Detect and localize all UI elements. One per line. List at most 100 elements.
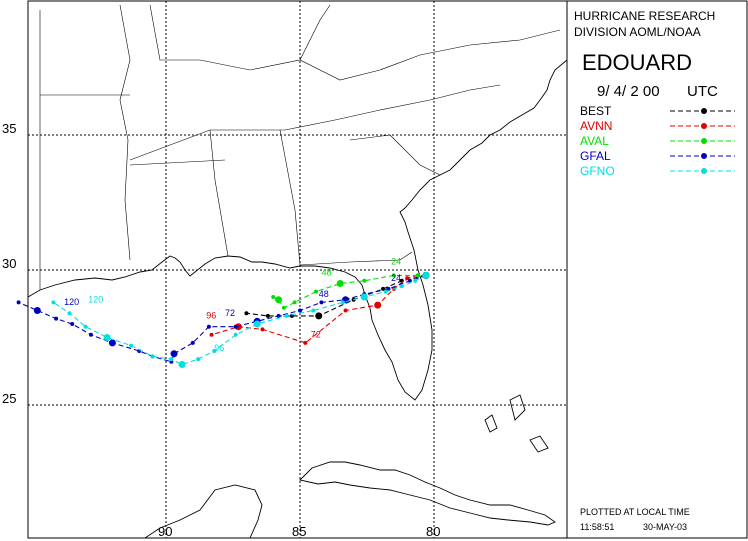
latitude-label: 35 bbox=[2, 121, 16, 136]
forecast-hour-label: 72 bbox=[225, 308, 235, 318]
track-point bbox=[209, 332, 214, 337]
track-point bbox=[319, 300, 324, 305]
track-point bbox=[233, 332, 238, 337]
track-point bbox=[54, 316, 59, 321]
track-point bbox=[51, 300, 56, 305]
track-point bbox=[281, 305, 286, 310]
legend-label-gfal: GFAL bbox=[580, 149, 611, 163]
forecast-hour-label: 24 bbox=[391, 273, 401, 283]
track-point bbox=[303, 340, 308, 345]
track-point bbox=[271, 295, 276, 299]
track-point bbox=[275, 296, 283, 304]
track-point bbox=[314, 289, 319, 294]
track-point bbox=[360, 293, 368, 301]
forecast-hour-label: 48 bbox=[319, 289, 329, 299]
forecast-hour-label: 24 bbox=[391, 257, 401, 267]
track-point bbox=[108, 339, 116, 347]
track-point bbox=[253, 320, 261, 328]
track-point bbox=[150, 354, 155, 359]
track-point bbox=[386, 286, 391, 291]
track-point bbox=[129, 343, 134, 348]
track-line-gfal bbox=[18, 274, 427, 363]
track-point bbox=[206, 324, 211, 329]
legend-label-avnn: AVNN bbox=[580, 119, 612, 133]
track-point bbox=[169, 357, 174, 362]
legend-marker-avnn bbox=[701, 123, 707, 129]
forecast-hour-label: 120 bbox=[64, 297, 79, 307]
legend-marker-gfno bbox=[701, 168, 707, 174]
state-border-line bbox=[119, 4, 131, 261]
plotted-date: 30-MAY-03 bbox=[643, 522, 687, 532]
track-point bbox=[33, 307, 41, 314]
track-point bbox=[244, 311, 249, 316]
state-border-line bbox=[209, 129, 229, 257]
state-border-line bbox=[129, 159, 226, 166]
track-point bbox=[260, 327, 265, 332]
state-border-line bbox=[149, 4, 561, 81]
track-point bbox=[196, 357, 201, 362]
coastline-group bbox=[27, 59, 568, 539]
state-borders bbox=[39, 4, 561, 290]
storm-name: EDOUARD bbox=[582, 50, 692, 75]
track-point bbox=[391, 273, 396, 278]
date-time: 9/ 4/ 2 00 bbox=[597, 83, 660, 100]
plotted-time: 11:58:51 bbox=[580, 522, 614, 532]
track-point bbox=[178, 361, 186, 368]
track-point bbox=[190, 340, 195, 345]
legend-marker-best bbox=[701, 108, 707, 114]
track-point bbox=[292, 300, 297, 305]
track-point bbox=[336, 280, 344, 287]
track-line-gfno bbox=[53, 274, 427, 366]
legend-marker-gfal bbox=[701, 153, 707, 159]
track-point bbox=[276, 313, 281, 318]
time-zone: UTC bbox=[687, 83, 718, 100]
legend-marker-aval bbox=[701, 138, 707, 144]
forecast-hour-label: 96 bbox=[206, 311, 216, 321]
track-point bbox=[88, 332, 93, 337]
track-point bbox=[103, 334, 111, 341]
axis-labels: 35 30 25 90 85 80 bbox=[2, 121, 440, 539]
org-line-2: DIVISION AOML/NOAA bbox=[574, 25, 701, 39]
track-point bbox=[83, 324, 88, 329]
forecast-hour-label: 72 bbox=[311, 330, 321, 340]
track-point bbox=[315, 312, 323, 320]
state-border-line bbox=[129, 84, 501, 161]
track-point bbox=[16, 300, 21, 305]
state-border-line bbox=[349, 134, 441, 176]
latitude-label: 25 bbox=[2, 391, 16, 406]
track-point bbox=[343, 308, 348, 313]
graticule-group bbox=[28, 1, 567, 538]
track-point bbox=[407, 278, 412, 283]
us-coastline bbox=[27, 59, 568, 401]
track-point bbox=[415, 273, 420, 278]
forecast-hour-label: 96 bbox=[214, 343, 224, 353]
track-point bbox=[422, 271, 430, 279]
plotted-note: PLOTTED AT LOCAL TIME bbox=[580, 507, 690, 517]
track-point bbox=[284, 313, 289, 318]
track-point bbox=[298, 308, 302, 313]
track-point bbox=[311, 308, 316, 313]
track-point bbox=[233, 324, 238, 329]
track-gfno: 96 120 bbox=[51, 271, 430, 368]
forecast-hour-label: 120 bbox=[88, 294, 103, 304]
legend-label-best: BEST bbox=[580, 104, 612, 118]
legend-label-aval: AVAL bbox=[580, 134, 609, 148]
track-point bbox=[374, 301, 382, 309]
state-border-line bbox=[299, 4, 331, 61]
longitude-label: 90 bbox=[158, 524, 172, 539]
track-line-avnn bbox=[211, 274, 426, 344]
track-point bbox=[212, 349, 217, 353]
info-panel bbox=[566, 0, 748, 539]
latitude-label: 30 bbox=[2, 256, 16, 271]
state-border-line bbox=[279, 129, 301, 266]
track-point bbox=[362, 278, 367, 283]
model-tracks: 72 96 24 48 24 48 72 120 96 120 bbox=[16, 257, 430, 368]
longitude-label: 80 bbox=[426, 524, 440, 539]
track-line-aval bbox=[272, 274, 426, 309]
forecast-hour-label: 48 bbox=[321, 267, 331, 277]
org-line-1: HURRICANE RESEARCH bbox=[574, 9, 715, 23]
track-point bbox=[170, 350, 178, 358]
track-point bbox=[413, 278, 418, 283]
